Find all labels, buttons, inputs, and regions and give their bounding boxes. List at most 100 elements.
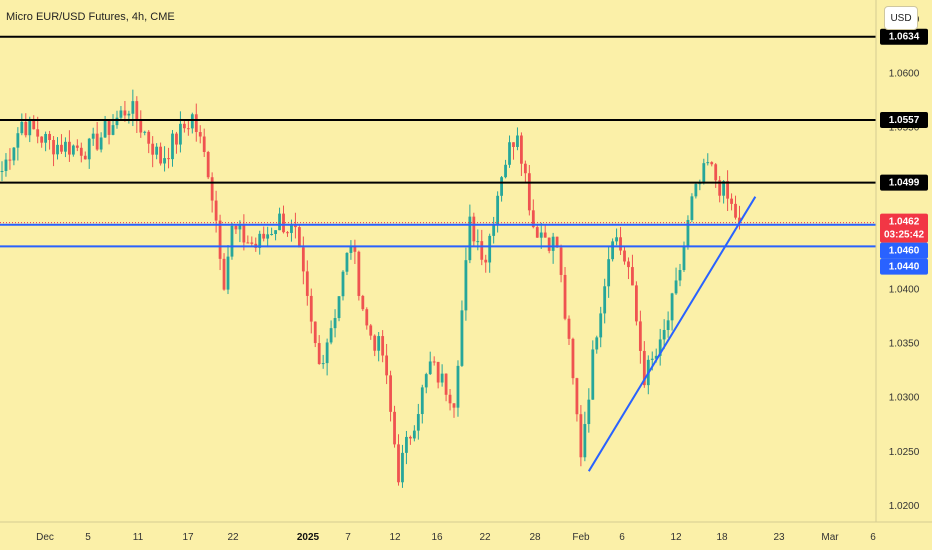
candle [694,181,698,199]
candle [16,127,20,161]
level-badge: 1.0440 [880,258,928,275]
candle [198,125,202,144]
x-tick-label: 16 [431,532,443,543]
candle [523,160,527,183]
y-tick-label: 1.0600 [889,68,920,79]
candle [535,225,539,238]
candle [638,310,642,364]
current-price-badge: 1.0462 03:25:42 [880,213,928,243]
candle [718,176,722,203]
candle [619,226,622,255]
candle [234,225,238,234]
candle [623,245,626,265]
candle [531,199,535,229]
candle [539,222,543,249]
candle [702,158,706,185]
candle [615,228,618,246]
candle [369,323,373,340]
candle [270,227,274,236]
candle [333,309,337,338]
candle [186,121,190,136]
horizontal-levels [0,35,876,248]
candle [83,151,87,160]
candle [167,147,170,169]
time-axis-ticks: Dec 5 11 17 22 2025 7 12 16 22 28 Feb 6 12 18 23 Mar 6 [36,532,876,543]
candle [206,150,210,180]
y-tick-label: 1.0200 [889,501,920,512]
candle [202,128,206,157]
candle [139,110,143,138]
candle [456,360,460,417]
candle [238,220,242,243]
candle [194,103,198,142]
candle [428,351,432,375]
candle [662,319,666,350]
y-tick-label: 1.0350 [889,339,920,350]
candle [385,343,389,385]
candle [274,230,277,241]
candle [123,100,127,122]
candle [99,132,103,153]
candle [543,224,547,238]
svg-text:1.0462: 1.0462 [889,217,920,228]
chart-title: Micro EUR/USD Futures, 4h, CME [6,11,175,23]
candle [464,247,468,321]
candle [95,121,99,151]
candle [583,411,587,462]
x-tick-label: 22 [479,532,491,543]
candle [52,136,55,167]
trendline-group [587,196,757,472]
candle [730,193,733,211]
candle [698,179,702,191]
candle [20,113,24,136]
candle [321,354,325,369]
candle [250,236,254,246]
candle [401,444,404,488]
candle [230,222,234,260]
currency-button[interactable]: USD [884,6,918,30]
svg-text:03:25:42: 03:25:42 [884,230,924,241]
candle [151,136,155,168]
candle [571,337,575,385]
candle [527,164,531,216]
candle [313,321,317,348]
candle [210,172,214,213]
candle [397,434,400,486]
candle [603,278,607,324]
candle [79,142,83,163]
x-tick-label: Feb [572,532,590,543]
candle [658,328,662,366]
candle [12,146,16,166]
candle [40,136,44,148]
candle [389,370,392,422]
level-badge: 1.0557 [880,111,928,128]
candle [107,119,111,145]
trendline[interactable] [587,196,757,472]
candle [147,130,151,154]
candle [405,430,408,465]
candle [214,190,218,233]
candle [24,113,28,138]
x-tick-label: 12 [389,532,401,543]
candle [111,114,115,136]
candle [448,389,452,411]
candle [424,372,428,394]
x-tick-label: 2025 [297,532,320,543]
candle [246,235,250,244]
candle [48,130,51,150]
candle [163,146,166,172]
candle [309,288,313,334]
candle [587,388,591,433]
candle [341,270,345,301]
candle [290,219,293,242]
x-tick-label: 18 [716,532,728,543]
time-axis[interactable] [0,522,932,550]
candle [484,254,488,273]
x-tick-label: 11 [133,532,144,543]
candle [670,292,674,331]
candle [567,315,571,345]
candle [631,254,634,286]
candle [488,233,492,273]
y-tick-label: 1.0300 [889,393,920,404]
